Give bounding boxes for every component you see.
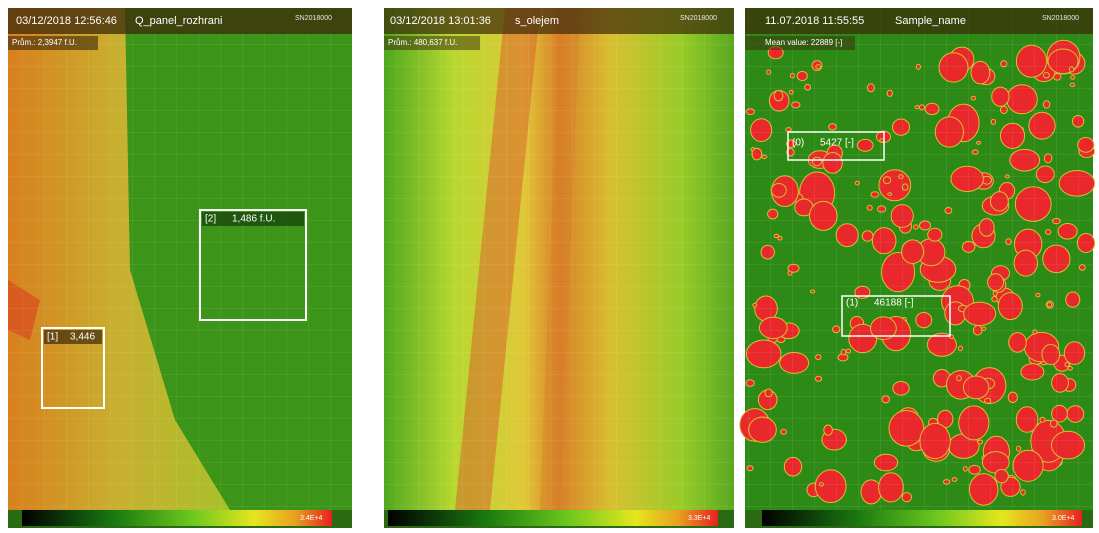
sample-name: s_olejem (515, 15, 559, 27)
sample-name: Sample_name (895, 15, 966, 27)
serial: SN2018000 (1042, 15, 1079, 22)
roi-id: [2] (205, 214, 216, 225)
scale-max: 3.0E+4 (1052, 515, 1074, 522)
timestamp: 11.07.2018 11:55:55 (765, 15, 864, 27)
roi-value: 46188 [-] (874, 298, 914, 309)
roi-value: 5427 [-] (820, 138, 854, 149)
scale-max: 3.4E+4 (300, 515, 322, 522)
roi-id: (0) (792, 138, 804, 149)
roi-id: [1] (47, 332, 58, 343)
screenshot: 03/12/2018 12:56:46 Q_panel_rozhrani SN2… (0, 0, 1099, 533)
serial: SN2018000 (295, 15, 332, 22)
mean-value: Prům.: 2,3947 f.U. (12, 38, 77, 47)
panel-1 (8, 8, 352, 528)
roi-value: 3,446 (70, 332, 95, 343)
mean-value: Mean value: 22889 [-] (765, 38, 842, 47)
scale-max: 3.3E+4 (688, 515, 710, 522)
panel-2 (384, 8, 734, 528)
roi-id: (1) (846, 298, 858, 309)
mean-value: Prům.: 480,637 f.U. (388, 38, 457, 47)
serial: SN2018000 (680, 15, 717, 22)
timestamp: 03/12/2018 12:56:46 (16, 15, 117, 27)
timestamp: 03/12/2018 13:01:36 (390, 15, 491, 27)
roi-value: 1,486 f.U. (232, 214, 275, 225)
panel-3 (740, 8, 1095, 528)
sample-name: Q_panel_rozhrani (135, 15, 222, 27)
